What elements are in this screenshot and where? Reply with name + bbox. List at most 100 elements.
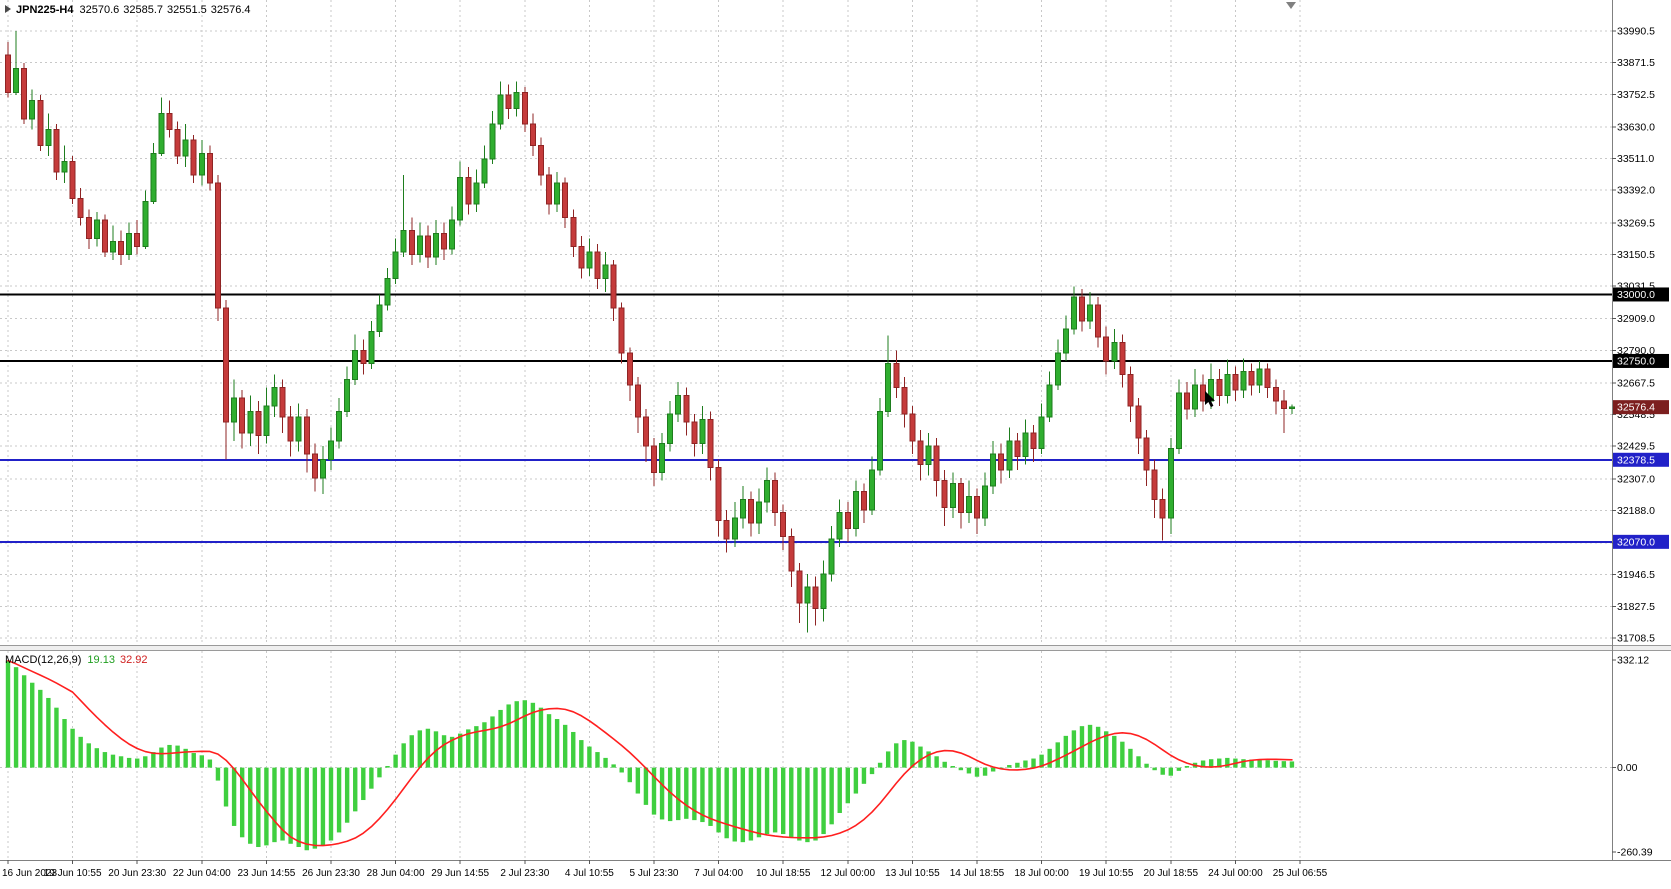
macd-histogram-bar [902, 740, 907, 768]
macd-histogram-bar [837, 767, 842, 813]
candle-body [1087, 304, 1094, 322]
candle-body [651, 445, 657, 474]
macd-histogram-bar [676, 767, 681, 821]
macd-histogram-bar [70, 728, 75, 768]
macd-histogram-bar [635, 767, 641, 794]
macd-histogram-bar [353, 767, 358, 812]
candle-body [731, 517, 738, 540]
macd-signal-line [7, 659, 1293, 847]
price-tick-label: 33511.0 [1617, 153, 1654, 165]
macd-histogram-bar [958, 767, 964, 771]
candle-body [328, 440, 334, 460]
candle-body [457, 176, 464, 221]
candle-body [61, 160, 68, 173]
macd-histogram-bar [312, 767, 318, 849]
macd-histogram-bar [1023, 760, 1028, 768]
candle-body [691, 421, 698, 444]
candle-body [182, 139, 189, 157]
candle-body [780, 512, 787, 538]
macd-histogram-bar [1015, 762, 1020, 768]
macd-scale-label: 0.00 [1617, 762, 1638, 774]
candle-body [764, 480, 771, 503]
candle-body [618, 307, 625, 354]
candle-body [1248, 371, 1255, 386]
candle-body [521, 91, 528, 125]
macd-histogram-bar [54, 707, 59, 768]
price-badge [1613, 287, 1669, 302]
candle-body [642, 416, 649, 447]
candle-body [336, 411, 343, 442]
pane-splitter-bar[interactable] [0, 645, 1671, 651]
macd-histogram-bar [183, 748, 188, 768]
time-tick-label: 24 Jul 00:00 [1208, 868, 1263, 879]
macd-histogram-bar [126, 757, 132, 768]
macd-histogram-bar [926, 751, 931, 768]
macd-histogram-bar [869, 767, 875, 775]
macd-histogram-bar [498, 709, 503, 768]
horizontal-lines-layer[interactable] [0, 293, 1612, 543]
macd-scale-label: -260.39 [1617, 847, 1653, 859]
candle-body [1030, 432, 1037, 450]
price-badge-label: 32378.5 [1617, 454, 1655, 466]
candle-body [424, 235, 431, 258]
price-tick-label: 32790.0 [1617, 345, 1655, 357]
candle-body [352, 349, 359, 381]
macd-histogram-bar [1265, 760, 1270, 768]
time-tick-label: 18 Jul 00:00 [1014, 868, 1069, 879]
macd-histogram-bar [1047, 748, 1052, 768]
time-tick-label: 28 Jun 04:00 [367, 868, 425, 879]
candle-body [400, 230, 407, 253]
candle-body [1046, 384, 1053, 418]
macd-histogram-bar [1225, 757, 1230, 768]
candle-body [255, 411, 262, 436]
candle-body [1183, 392, 1190, 410]
candle-body [998, 453, 1005, 471]
candle-body [1216, 379, 1223, 397]
macd-histogram-bar [797, 767, 802, 841]
macd-histogram-bar [167, 744, 172, 768]
candle-body [852, 490, 859, 530]
macd-histogram-bar [756, 767, 762, 838]
candle-body [812, 586, 819, 609]
time-tick-label: 29 Jun 14:55 [431, 868, 489, 879]
candle-body [384, 278, 391, 306]
candle-body [142, 200, 149, 248]
macd-histogram-bar [102, 752, 108, 768]
candle-body [602, 264, 609, 280]
candle-body [667, 413, 674, 444]
candle-body [93, 219, 100, 240]
price-axis[interactable]: 33990.5 33871.5 33752.5 33630.0 33511.0 33392… [1612, 0, 1669, 860]
macd-histogram-bar [231, 767, 237, 826]
macd-histogram-bar [1087, 724, 1093, 768]
candle-body [796, 570, 803, 604]
price-tick-label: 32307.0 [1617, 473, 1655, 485]
candle-body [836, 512, 843, 540]
macd-histogram-bar [78, 736, 83, 768]
candle-body [1062, 328, 1069, 354]
macd-layer [0, 659, 1612, 851]
macd-histogram-bar [748, 767, 754, 841]
macd-histogram-bar [522, 700, 527, 768]
candle-body [1006, 440, 1013, 471]
one-click-trading-icon[interactable] [5, 5, 11, 13]
candle-body [198, 152, 205, 176]
macd-histogram-bar [950, 766, 955, 768]
candle-body [465, 176, 472, 205]
macd-histogram-bar [861, 767, 867, 784]
candle-body [295, 416, 302, 442]
candle-body [45, 129, 52, 147]
pane-splitter[interactable] [0, 645, 1671, 651]
macd-histogram-bar [320, 767, 326, 846]
time-tick-label: 20 Jul 18:55 [1144, 868, 1199, 879]
candle-body [101, 219, 108, 253]
candle-body [497, 94, 504, 125]
chart-shift-marker[interactable] [1286, 2, 1296, 9]
candle-body [392, 251, 399, 280]
time-tick-label: 20 Jun 23:30 [108, 868, 166, 879]
candle-body [1119, 341, 1126, 375]
candle-body [449, 219, 456, 250]
macd-histogram-bar [611, 764, 616, 768]
